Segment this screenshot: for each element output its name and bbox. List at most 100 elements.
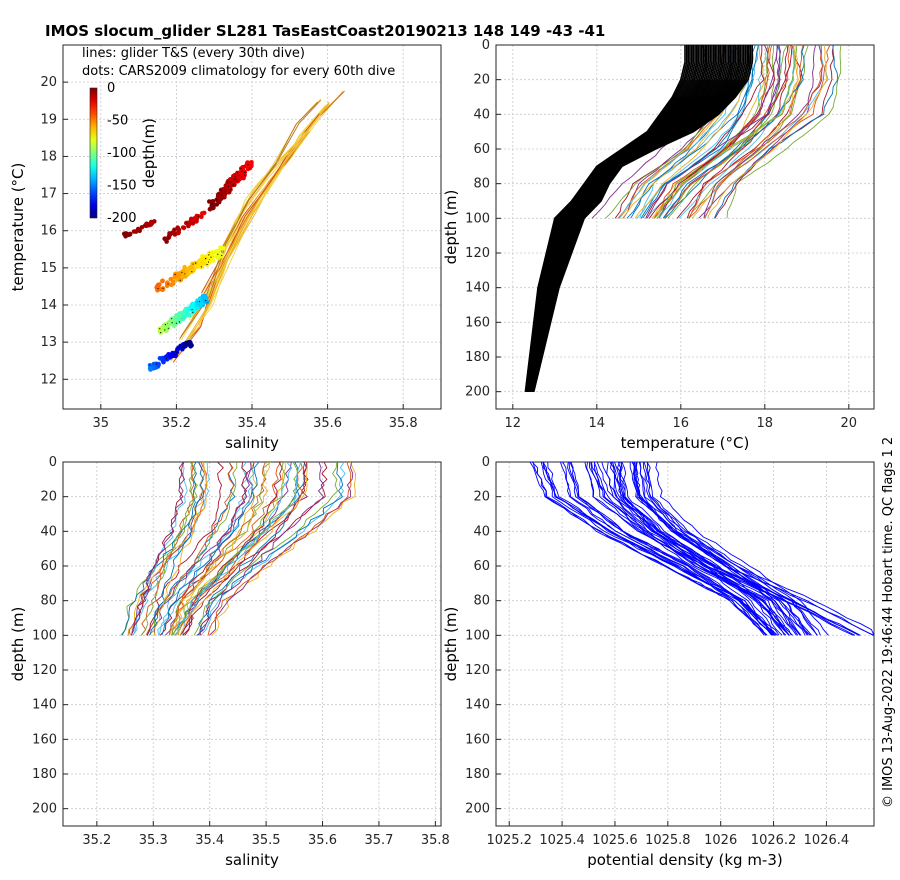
x-tick-label: 16	[673, 416, 690, 431]
climatology-dot	[168, 352, 173, 358]
climatology-dot-center	[236, 180, 238, 182]
climatology-dot	[210, 199, 216, 204]
y-tick-label: 20	[40, 75, 57, 90]
glider-density-profile	[559, 461, 767, 636]
climatology-dot-center	[149, 364, 151, 366]
climatology-dot-center	[205, 258, 207, 260]
climatology-dot-center	[157, 287, 159, 290]
sal_profile-plot-area	[63, 462, 441, 826]
y-tick-label: 19	[40, 112, 57, 127]
y-tick-label: 0	[482, 38, 490, 53]
climatology-dot-center	[141, 226, 143, 228]
glider-temp-profile	[605, 44, 727, 219]
x-tick-label: 1026.4	[804, 833, 850, 848]
glider-sal-profile	[161, 461, 260, 636]
climatology-dot	[184, 341, 189, 347]
x-tick-label: 35.5	[252, 833, 281, 848]
glider-sal-profile	[174, 461, 303, 636]
glider-sal-profile	[140, 461, 195, 636]
climatology-dot	[201, 210, 207, 216]
climatology-dot	[149, 221, 155, 226]
climatology-dot-center	[234, 178, 236, 180]
glider-sal-profile	[157, 461, 255, 636]
x-tick-label: 1025.2	[486, 833, 532, 848]
y-tick-label: 120	[465, 663, 490, 678]
glider-temp-profile	[703, 44, 823, 219]
climatology-dot-center	[148, 224, 150, 226]
dens-series	[529, 461, 875, 636]
y-tick-label: 80	[473, 594, 490, 609]
climatology-dot	[228, 177, 234, 182]
glider-sal-profile	[177, 461, 287, 636]
climatology-dot	[248, 160, 253, 166]
climatology-dot-center	[173, 354, 175, 356]
glider-density-profile	[596, 461, 797, 636]
y-axis-label: depth (m)	[9, 607, 27, 682]
glider-sal-profile	[200, 461, 346, 636]
climatology-dot-center	[176, 351, 178, 353]
climatology-dot-center	[166, 241, 168, 243]
glider-sal-profile	[159, 461, 248, 636]
climatology-dot	[192, 216, 197, 221]
climatology-dot-center	[192, 311, 194, 313]
climatology-dot-center	[167, 283, 169, 285]
climatology-dot	[151, 366, 156, 371]
glider-temp-profile	[726, 44, 842, 219]
climatology-dot-center	[232, 184, 234, 186]
x-tick-label: 35.8	[421, 833, 450, 848]
glider-temp-profile	[713, 44, 839, 219]
y-tick-label: 60	[473, 142, 490, 157]
climatology-dot-center	[234, 175, 236, 177]
figure-title: IMOS slocum_glider SL281 TasEastCoast201…	[45, 22, 606, 40]
climatology-dot-center	[241, 176, 243, 178]
colorbar-tick-label: -50	[107, 114, 128, 129]
y-tick-label: 18	[40, 149, 57, 164]
glider-sal-profile	[171, 461, 282, 636]
y-tick-label: 0	[482, 455, 490, 470]
y-tick-label: 20	[473, 490, 490, 505]
dens_profile-plot-area	[496, 462, 874, 826]
x-tick-label: 35.7	[364, 833, 393, 848]
climatology-dot-center	[179, 279, 181, 281]
y-tick-label: 200	[465, 802, 490, 817]
climatology-dot-center	[168, 236, 170, 238]
climatology-dot-center	[181, 271, 183, 273]
climatology-dot-center	[241, 170, 243, 172]
climatology-dot-center	[229, 188, 232, 191]
glider-ts-line	[215, 132, 307, 259]
glider-sal-profile	[140, 461, 196, 636]
climatology-dot-center	[195, 262, 197, 264]
glider-temp-profile	[663, 44, 775, 219]
glider-temp-profile	[636, 44, 760, 219]
y-tick-label: 160	[465, 315, 490, 330]
temp_profile-axes: 12 14 16 18 20020406080100120140160180200tem…	[442, 38, 875, 452]
climatology-dot-center	[221, 254, 223, 257]
climatology-dot-center	[248, 167, 251, 169]
glider-temp-profile	[642, 44, 759, 219]
glider-temp-profile	[653, 44, 771, 219]
glider-sal-profile	[173, 461, 302, 636]
colorbar: 0 -50 -100 -150 -200 depth(m)	[89, 81, 158, 226]
y-tick-label: 20	[40, 490, 57, 505]
glider-temp-profile	[651, 44, 799, 219]
climatology-dot	[190, 221, 196, 226]
y-tick-label: 100	[32, 628, 57, 643]
glider-density-profile	[567, 461, 772, 636]
glider-sal-profile	[130, 461, 185, 636]
x-tick-label: 35	[93, 416, 110, 431]
x-tick-label: 1025.6	[592, 833, 638, 848]
climatology-dot-center	[208, 254, 210, 256]
glider-sal-profile	[132, 461, 188, 636]
y-tick-label: 100	[465, 628, 490, 643]
temp-series	[524, 44, 842, 392]
glider-sal-profile	[199, 461, 309, 636]
dens_profile-frame	[495, 461, 875, 827]
climatology-dot-center	[171, 322, 173, 324]
climatology-dot-center	[144, 225, 146, 227]
ts-frame	[62, 44, 442, 410]
ts-axes: 35 35.2 35.4 35.6 35.8 12 13 14 15 16 17 18 19 20 sali…	[9, 44, 442, 452]
climatology-dot-center	[178, 321, 180, 323]
climatology-dot-center	[211, 203, 213, 205]
climatology-dot-center	[240, 167, 242, 170]
y-tick-label: 12	[40, 372, 57, 387]
